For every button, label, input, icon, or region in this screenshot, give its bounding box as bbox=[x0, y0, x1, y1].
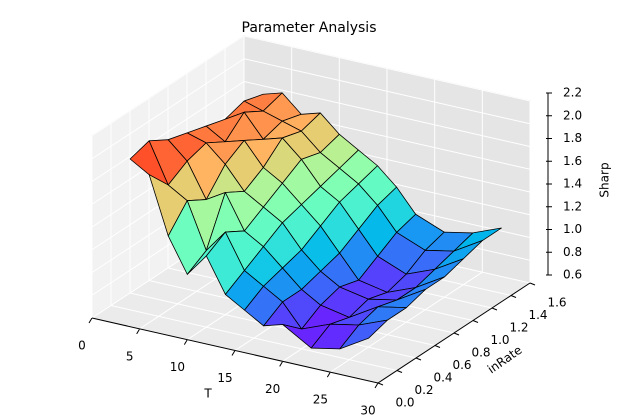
z-tick-label: 1.4 bbox=[563, 177, 582, 191]
x-axis-label: T bbox=[203, 387, 212, 401]
y-tick-label: 0.2 bbox=[414, 383, 433, 397]
x-tick-label: 20 bbox=[265, 382, 280, 396]
axis-line bbox=[377, 282, 531, 384]
grid-line bbox=[91, 58, 245, 160]
y-tick bbox=[491, 307, 498, 311]
grid-line bbox=[243, 58, 531, 125]
y-tick-label: 1.2 bbox=[509, 321, 528, 335]
grid-line bbox=[243, 81, 531, 147]
y-tick-label: 0.8 bbox=[471, 346, 490, 360]
x-tick-label: 30 bbox=[360, 404, 375, 418]
y-tick bbox=[472, 320, 479, 323]
surface-patch bbox=[339, 319, 388, 350]
y-tick-label: 0.6 bbox=[452, 358, 471, 372]
z-tick-label: 1.8 bbox=[563, 131, 582, 145]
z-tick-label: 0.8 bbox=[563, 245, 582, 259]
y-tick bbox=[453, 332, 460, 336]
y-tick bbox=[434, 345, 441, 348]
grid-line bbox=[110, 305, 398, 371]
y-tick bbox=[415, 357, 422, 361]
x-tick bbox=[88, 317, 93, 324]
x-tick bbox=[183, 339, 188, 345]
x-tick bbox=[326, 371, 331, 378]
grid-line bbox=[243, 35, 531, 102]
y-tick-label: 0.0 bbox=[395, 396, 414, 410]
x-tick-label: 15 bbox=[217, 371, 232, 385]
x-tick-label: 25 bbox=[313, 393, 328, 407]
x-tick bbox=[231, 350, 236, 356]
x-tick-label: 5 bbox=[126, 349, 134, 363]
x-tick-label: 0 bbox=[78, 339, 86, 353]
surface bbox=[129, 92, 502, 350]
x-tick bbox=[136, 328, 141, 335]
y-tick-label: 0.4 bbox=[433, 371, 452, 385]
y-tick-label: 1.4 bbox=[528, 308, 547, 322]
x-tick-label: 10 bbox=[170, 360, 185, 374]
y-tick-label: 1.6 bbox=[547, 296, 566, 310]
z-tick-label: 0.6 bbox=[563, 268, 582, 282]
y-tick bbox=[529, 282, 536, 286]
plot-area: 0510152025300.00.20.40.60.81.01.21.41.60… bbox=[78, 35, 582, 418]
chart-title: Parameter Analysis bbox=[242, 20, 377, 36]
y-tick-label: 1.0 bbox=[490, 333, 509, 347]
y-tick bbox=[396, 370, 403, 373]
y-axis-label: inRate bbox=[485, 343, 525, 377]
z-tick-label: 2.0 bbox=[563, 108, 582, 122]
z-tick-label: 1.6 bbox=[563, 154, 582, 168]
z-tick-label: 1.0 bbox=[563, 222, 582, 236]
y-tick bbox=[510, 295, 517, 298]
x-tick bbox=[279, 361, 284, 367]
grid-line bbox=[91, 81, 245, 182]
y-tick bbox=[377, 382, 384, 386]
z-tick-label: 1.2 bbox=[563, 199, 582, 213]
z-tick-label: 2.2 bbox=[563, 86, 582, 100]
z-axis-label: Sharp bbox=[598, 162, 612, 197]
x-tick bbox=[374, 382, 379, 389]
axis-line bbox=[91, 317, 379, 384]
grid-line bbox=[91, 35, 245, 137]
